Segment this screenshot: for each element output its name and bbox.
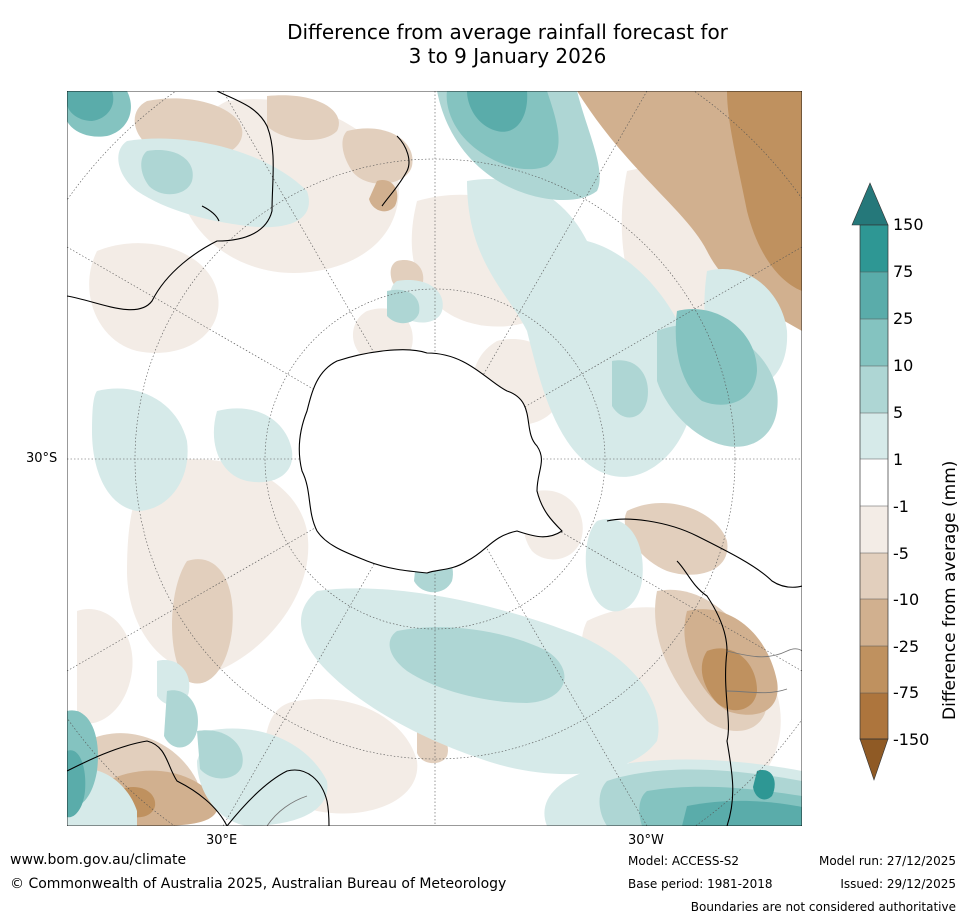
colorbar-tick: 25 — [893, 309, 914, 328]
colorbar-tick: -150 — [893, 730, 930, 749]
country-boundaries — [266, 648, 802, 826]
issued-date: Issued: 29/12/2025 — [840, 877, 956, 891]
colorbar-band-minus-10-25 — [860, 599, 888, 646]
anomaly-strong-teal — [67, 91, 802, 826]
boundaries-disclaimer: Boundaries are not considered authoritat… — [690, 900, 956, 914]
model-run-date: Model run: 27/12/2025 — [818, 854, 956, 868]
colorbar-tick: 150 — [893, 215, 924, 234]
antarctica-coastline — [298, 349, 563, 574]
colorbar-tick: 5 — [893, 403, 904, 422]
colorbar-tick: -75 — [893, 683, 920, 702]
colorbar-tick: -25 — [893, 637, 920, 656]
colorbar-band-minus-25-75 — [860, 646, 888, 693]
title-line-1: Difference from average rainfall forecas… — [287, 20, 728, 44]
colorbar-band-1-5 — [860, 413, 888, 459]
colorbar-tick: -10 — [893, 590, 920, 609]
colorbar-tick: 1 — [893, 450, 904, 469]
map-title: Difference from average rainfall forecas… — [0, 20, 965, 68]
latitude-label: 30°S — [26, 451, 58, 466]
colorbar-tick: 75 — [893, 262, 914, 281]
colorbar-under-arrow — [859, 738, 889, 781]
colorbar-band-minus-5-10 — [860, 553, 888, 599]
anomaly-strong-brown — [117, 91, 802, 818]
copyright-text: © Commonwealth of Australia 2025, Austra… — [10, 876, 507, 892]
base-period: Base period: 1981-2018 — [628, 877, 773, 891]
continent-coastlines — [67, 91, 802, 826]
model-name: Model: ACCESS-S2 — [628, 854, 740, 868]
longitude-label-east: 30°E — [206, 833, 238, 848]
title-line-2: 3 to 9 January 2026 — [408, 44, 607, 68]
colorbar-band-10-25 — [860, 319, 888, 366]
anomaly-deep-teal — [753, 770, 775, 800]
colorbar-tick: -5 — [893, 544, 909, 563]
colorbar-band-minus-75-150 — [860, 693, 888, 739]
rainfall-anomaly-map — [67, 91, 802, 826]
colorbar-tick: -1 — [893, 497, 909, 516]
colorbar-title: Difference from average (mm) — [940, 460, 960, 720]
colorbar-band-25-75 — [860, 272, 888, 319]
colorbar-band-75-150 — [860, 225, 888, 272]
colorbar-band-minus-1-5 — [860, 506, 888, 553]
colorbar-band-neutral — [860, 459, 888, 506]
colorbar — [851, 182, 889, 781]
colorbar-over-arrow — [851, 182, 889, 226]
colorbar-tick: 10 — [893, 356, 914, 375]
longitude-label-west: 30°W — [628, 833, 664, 848]
website-link[interactable]: www.bom.gov.au/climate — [10, 852, 187, 868]
colorbar-band-5-10 — [860, 366, 888, 413]
